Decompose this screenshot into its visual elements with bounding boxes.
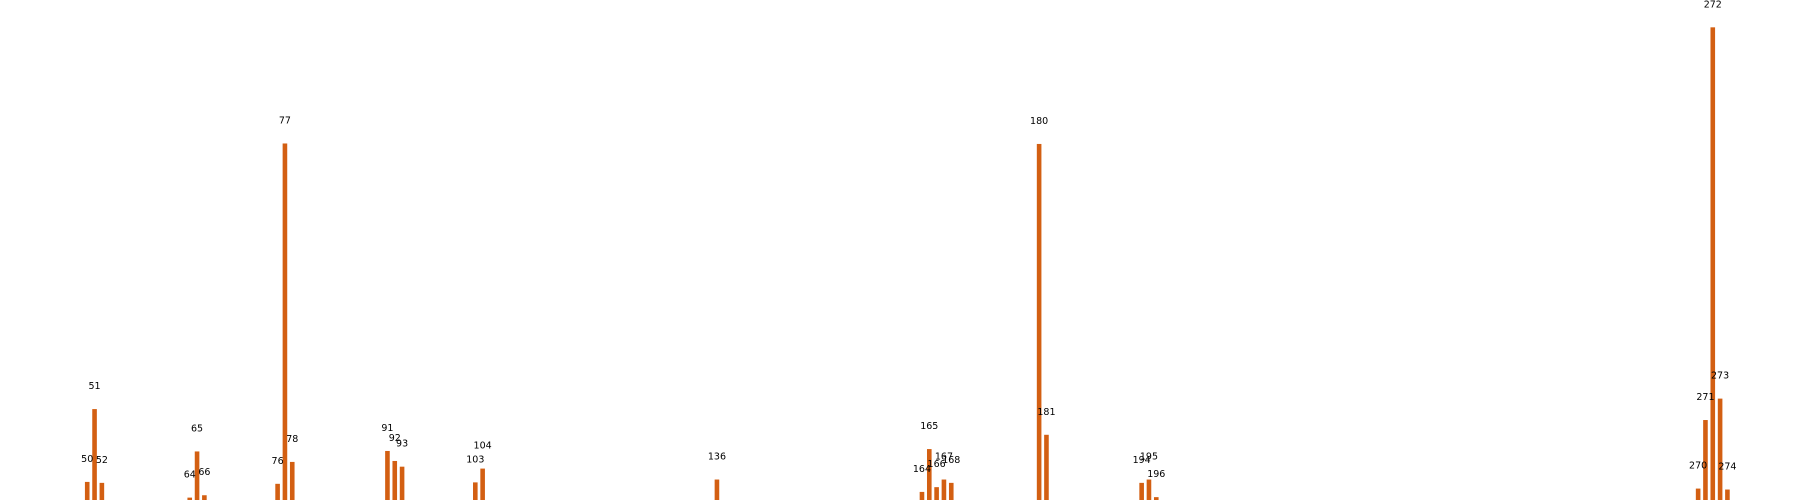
bar-194 [1139,482,1144,500]
bar-270 [1695,488,1701,500]
bar-165 [926,449,932,500]
bar-label-78: 78 [286,434,298,445]
bar-label-103: 103 [466,454,484,465]
bar-label-50: 50 [81,454,93,465]
bar-272 [1710,27,1716,500]
bar-104 [480,468,485,500]
bar-50 [84,481,90,500]
bar-label-271: 271 [1696,392,1714,403]
bar-93 [399,466,405,500]
bar-91 [385,450,390,500]
bar-164 [919,491,925,500]
bar-167 [941,479,947,500]
bar-label-66: 66 [198,467,210,478]
bar-label-51: 51 [89,381,101,392]
bar-label-65: 65 [191,423,203,434]
bar-103 [473,482,478,500]
bar-66 [202,495,207,500]
bar-76 [275,483,280,500]
bar-label-270: 270 [1689,461,1707,472]
bar-271 [1703,420,1708,500]
bar-51 [92,409,97,500]
bar-52 [99,482,105,500]
bar-64 [187,497,193,500]
bar-label-64: 64 [184,470,196,481]
bar-166 [934,487,939,500]
bar-78 [289,461,295,500]
bar-label-181: 181 [1037,407,1055,418]
bar-65 [194,451,200,500]
bar-77 [282,143,288,500]
bar-196 [1153,497,1159,500]
bar-274 [1725,489,1730,500]
bar-136 [714,479,720,500]
bar-label-77: 77 [279,115,291,126]
bar-label-272: 272 [1704,0,1722,10]
bar-label-136: 136 [708,452,726,463]
bar-label-195: 195 [1140,452,1158,463]
bar-label-168: 168 [942,455,960,466]
bar-92 [392,460,398,500]
bar-label-164: 164 [913,464,931,475]
bar-label-167: 167 [935,452,953,463]
bar-label-92: 92 [389,433,401,444]
bar-label-165: 165 [920,421,938,432]
bar-181 [1044,434,1049,500]
bar-label-52: 52 [96,455,108,466]
bar-label-93: 93 [396,439,408,450]
bar-label-273: 273 [1711,371,1729,382]
bar-label-166: 166 [928,459,946,470]
bar-label-104: 104 [474,441,492,452]
bar-195 [1146,479,1152,500]
bar-label-180: 180 [1030,116,1048,127]
bar-273 [1717,398,1723,500]
bar-label-274: 274 [1718,462,1736,473]
bar-168 [948,482,954,500]
bars-group [84,27,1730,500]
bar-label-91: 91 [381,423,393,434]
bar-label-194: 194 [1133,455,1151,466]
bar-180 [1036,143,1042,500]
bar-label-76: 76 [272,456,284,467]
bar-label-196: 196 [1147,469,1165,480]
